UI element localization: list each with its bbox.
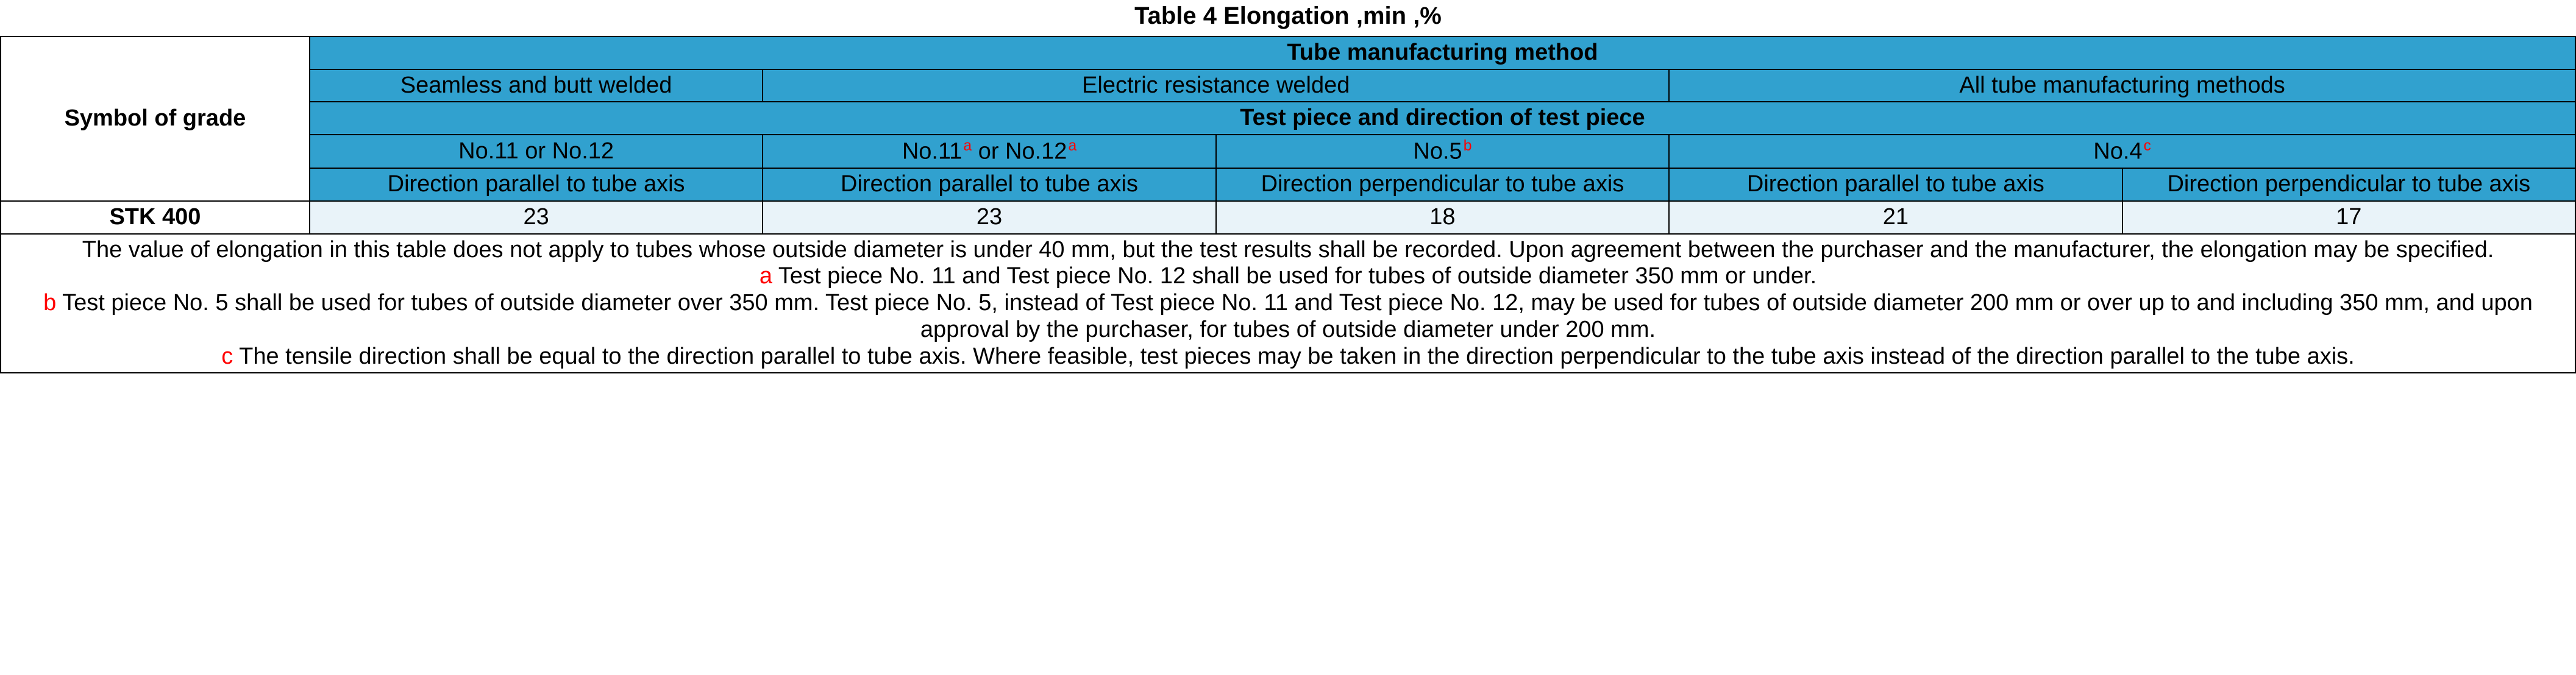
piece-4-sup-c: c — [2143, 138, 2151, 154]
footnote-c: c The tensile direction shall be equal t… — [5, 344, 2571, 370]
footnote-a: a Test piece No. 11 and Test piece No. 1… — [5, 263, 2571, 290]
footnote-key-a: a — [760, 263, 772, 289]
col-header-method-erw: Electric resistance welded — [763, 69, 1669, 102]
col-header-symbol-of-grade: Symbol of grade — [1, 37, 310, 201]
piece-2-label-pre: No.11 — [902, 139, 962, 164]
col-header-piece-1: No.11 or No.12 — [310, 135, 763, 168]
col-header-tube-method: Tube manufacturing method — [310, 37, 2575, 69]
col-header-piece-4: No.4c — [1669, 135, 2575, 168]
cell-value: 17 — [2122, 201, 2575, 234]
piece-3-label: No.5 — [1413, 139, 1462, 164]
col-header-dir-1: Direction parallel to tube axis — [310, 168, 763, 201]
elongation-table: Symbol of grade Tube manufacturing metho… — [0, 36, 2576, 373]
table-header-row: Seamless and butt welded Electric resist… — [1, 69, 2575, 102]
table-header-row: Direction parallel to tube axis Directio… — [1, 168, 2575, 201]
piece-2-sup-a2: a — [1067, 138, 1076, 154]
col-header-piece-2: No.11a or No.12a — [763, 135, 1215, 168]
cell-value: 21 — [1669, 201, 2122, 234]
footnote-b: b Test piece No. 5 shall be used for tub… — [5, 290, 2571, 343]
footnote-intro: The value of elongation in this table do… — [5, 237, 2571, 264]
col-header-test-piece: Test piece and direction of test piece — [310, 102, 2575, 135]
table-header-row: Test piece and direction of test piece — [1, 102, 2575, 135]
footnote-text-a: Test piece No. 11 and Test piece No. 12 … — [772, 263, 1816, 289]
footnote-text-b: Test piece No. 5 shall be used for tubes… — [56, 290, 2533, 342]
table-header-row: No.11 or No.12 No.11a or No.12a No.5b No… — [1, 135, 2575, 168]
piece-2-label-mid: or No.12 — [972, 139, 1067, 164]
piece-4-label: No.4 — [2093, 139, 2142, 164]
footnote-text-c: The tensile direction shall be equal to … — [233, 344, 2354, 369]
piece-1-label: No.11 or No.12 — [458, 138, 614, 164]
cell-value: 23 — [310, 201, 763, 234]
cell-value: 18 — [1216, 201, 1669, 234]
cell-value: 23 — [763, 201, 1215, 234]
piece-3-sup-b: b — [1462, 138, 1472, 154]
piece-2-sup-a1: a — [962, 138, 972, 154]
table-row: STK 400 23 23 18 21 17 — [1, 201, 2575, 234]
footnote-key-c: c — [221, 344, 233, 369]
col-header-piece-3: No.5b — [1216, 135, 1669, 168]
footnote-key-b: b — [43, 290, 56, 316]
table-header-row: Symbol of grade Tube manufacturing metho… — [1, 37, 2575, 69]
cell-grade: STK 400 — [1, 201, 310, 234]
col-header-dir-5: Direction perpendicular to tube axis — [2122, 168, 2575, 201]
col-header-dir-4: Direction parallel to tube axis — [1669, 168, 2122, 201]
footnotes: The value of elongation in this table do… — [1, 234, 2575, 373]
table-title: Table 4 Elongation ,min ,% — [0, 0, 2576, 36]
col-header-dir-3: Direction perpendicular to tube axis — [1216, 168, 1669, 201]
table-container: Table 4 Elongation ,min ,% Symbol of gra… — [0, 0, 2576, 373]
col-header-method-seamless: Seamless and butt welded — [310, 69, 763, 102]
col-header-dir-2: Direction parallel to tube axis — [763, 168, 1215, 201]
table-notes-row: The value of elongation in this table do… — [1, 234, 2575, 373]
col-header-method-all: All tube manufacturing methods — [1669, 69, 2575, 102]
